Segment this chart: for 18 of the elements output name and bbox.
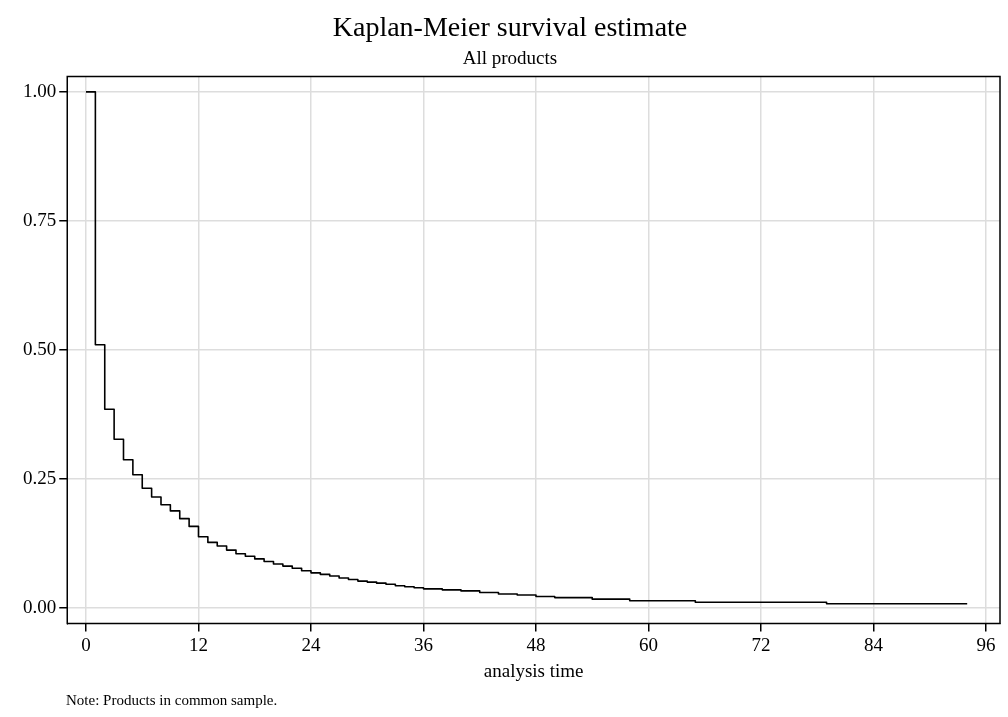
chart-title: Kaplan-Meier survival estimate: [332, 11, 688, 43]
y-tick-label: 1.00: [23, 79, 57, 101]
x-tick-label: 48: [526, 633, 546, 655]
x-tick-label: 36: [413, 633, 433, 655]
chart-subtitle: All products: [462, 46, 558, 68]
x-axis-title: analysis time: [483, 659, 584, 681]
y-tick-label: 0.25: [23, 466, 57, 488]
x-tick-label: 72: [751, 633, 771, 655]
x-tick-label: 96: [976, 633, 996, 655]
x-tick-label: 24: [301, 633, 321, 655]
x-tick-label: 60: [638, 633, 658, 655]
y-tick-label: 0.00: [23, 595, 57, 617]
y-tick-label: 0.75: [23, 208, 57, 230]
x-tick-label: 12: [188, 633, 208, 655]
x-tick-label: 84: [863, 633, 884, 655]
x-tick-label: 0: [81, 633, 91, 655]
y-tick-label: 0.50: [23, 337, 57, 359]
text: Note: Products in common sample.: [66, 692, 278, 709]
